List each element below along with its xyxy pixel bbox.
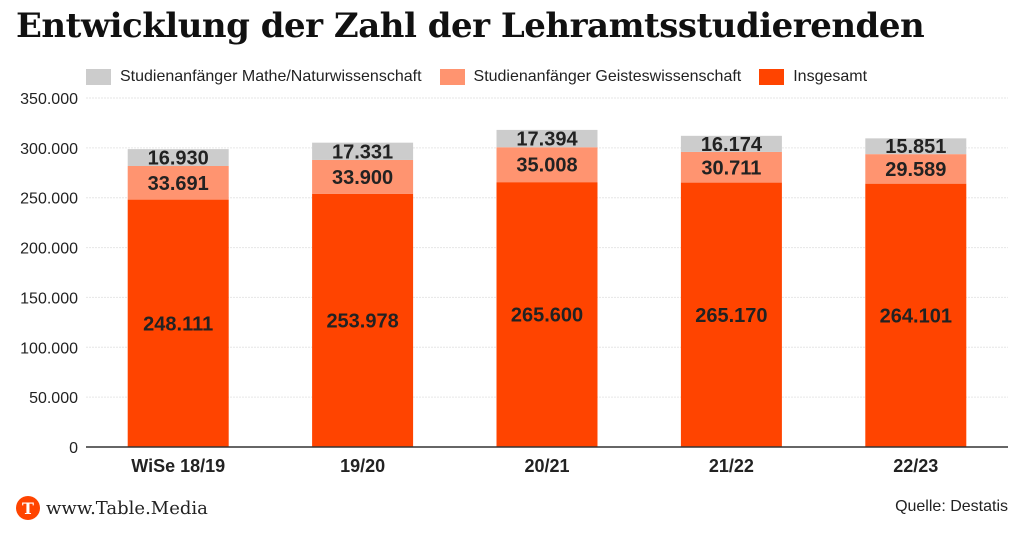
legend-swatch-insgesamt <box>759 69 785 85</box>
bar-segment <box>127 149 229 167</box>
bar-segment <box>127 166 229 200</box>
data-label: 30.711 <box>701 157 761 179</box>
legend-label-mathe: Studienanfänger Mathe/Naturwissenschaft <box>120 68 422 85</box>
data-label: 15.851 <box>885 136 946 158</box>
bar-segment <box>496 182 598 447</box>
bar-segment <box>865 138 967 155</box>
data-label: 264.101 <box>880 305 952 327</box>
table-media-logo-icon: T <box>16 496 40 520</box>
data-label: 253.978 <box>326 310 398 332</box>
data-label: 265.170 <box>695 305 767 327</box>
bar-segment <box>312 159 414 194</box>
bar-segment <box>680 151 782 183</box>
y-tick-label: 250.000 <box>20 191 78 208</box>
x-tick-label: 21/22 <box>709 456 754 476</box>
y-tick-label: 300.000 <box>20 141 78 158</box>
y-tick-label: 150.000 <box>20 290 78 307</box>
y-tick-label: 350.000 <box>20 91 78 108</box>
legend-label-geistes: Studienanfänger Geisteswissenschaft <box>473 68 742 85</box>
bar-segment <box>496 147 598 183</box>
bar-segment <box>865 154 967 184</box>
legend-item-insgesamt: Insgesamt <box>759 68 867 86</box>
legend-swatch-mathe <box>86 69 111 85</box>
data-label: 35.008 <box>516 155 577 177</box>
data-label: 248.111 <box>143 313 213 335</box>
x-tick-label: 20/21 <box>524 456 569 476</box>
legend-label-insgesamt: Insgesamt <box>793 68 868 85</box>
data-label: 16.930 <box>148 148 209 170</box>
data-label: 265.600 <box>511 305 583 327</box>
x-tick-label: 22/23 <box>893 456 938 476</box>
legend-swatch-geistes <box>439 69 465 85</box>
y-tick-label: 100.000 <box>20 340 78 357</box>
chart-title: Entwicklung der Zahl der Lehramtsstudier… <box>16 6 925 46</box>
y-tick-label: 0 <box>69 440 78 457</box>
y-tick-label: 200.000 <box>20 241 78 258</box>
bar-segment <box>680 182 782 447</box>
data-label: 33.691 <box>148 173 209 195</box>
data-label: 17.331 <box>332 141 393 163</box>
bar-segment <box>865 183 967 448</box>
data-label: 16.174 <box>701 134 763 156</box>
source-note: Quelle: Destatis <box>895 498 1008 515</box>
data-label: 33.900 <box>332 167 393 189</box>
brand: T www.Table.Media <box>16 496 208 520</box>
bar-segment <box>680 135 782 152</box>
data-label: 29.589 <box>885 159 946 181</box>
bar-segment <box>496 129 598 148</box>
x-tick-label: 19/20 <box>340 456 385 476</box>
site-url[interactable]: www.Table.Media <box>46 497 208 519</box>
x-tick-label: WiSe 18/19 <box>131 456 225 476</box>
y-tick-label: 50.000 <box>29 390 78 407</box>
legend-item-mathe: Studienanfänger Mathe/Naturwissenschaft <box>86 68 422 86</box>
bar-segment <box>312 193 414 447</box>
bar-segment <box>127 199 229 447</box>
legend: Studienanfänger Mathe/Naturwissenschaft … <box>86 68 885 86</box>
bar-segment <box>312 142 414 160</box>
data-label: 17.394 <box>516 129 578 151</box>
legend-item-geistes: Studienanfänger Geisteswissenschaft <box>439 68 742 86</box>
